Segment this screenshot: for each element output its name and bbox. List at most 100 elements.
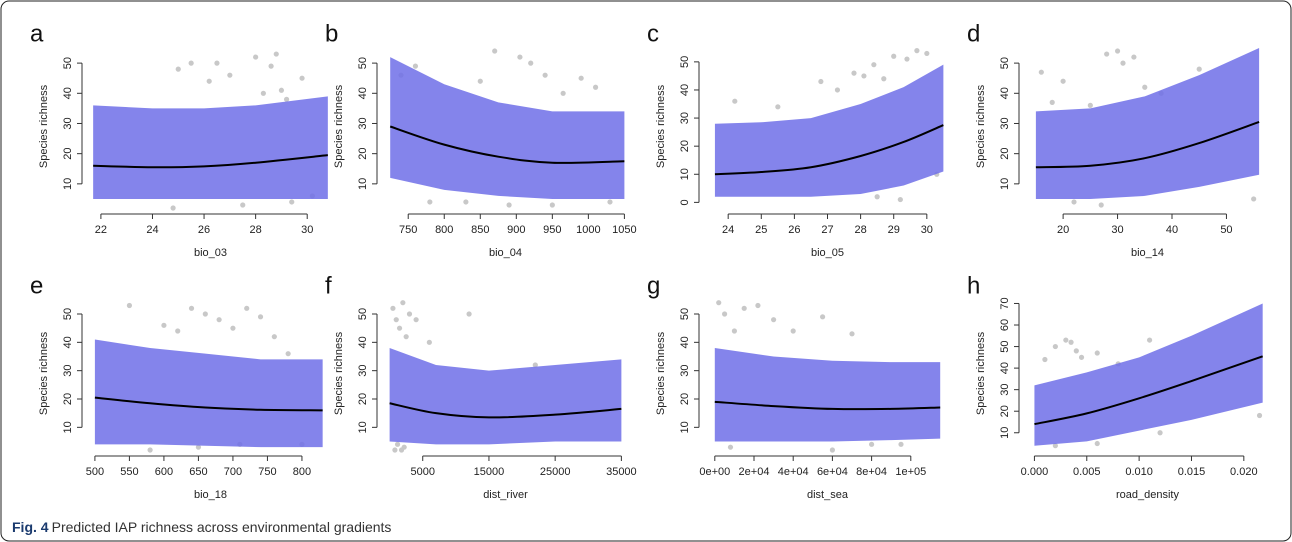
point bbox=[755, 302, 761, 309]
x-axis-label: bio_05 bbox=[811, 247, 844, 259]
fit-line bbox=[389, 402, 622, 419]
y-tick-label: 50 bbox=[679, 56, 691, 68]
point bbox=[188, 60, 194, 66]
y-tick-label: 20 bbox=[62, 148, 74, 160]
y-tick-label: 30 bbox=[999, 117, 1011, 129]
point bbox=[396, 325, 403, 331]
panel: g 10 20 30 40 50 Species richness 0e+00 2e+04 4e+… bbox=[647, 272, 941, 501]
point bbox=[188, 305, 195, 311]
x-tick-label: 8e+04 bbox=[856, 466, 887, 478]
fit-line bbox=[93, 154, 328, 169]
fit-line bbox=[714, 400, 941, 411]
point bbox=[403, 334, 409, 340]
y-tick-label: 50 bbox=[62, 57, 74, 69]
point bbox=[1131, 54, 1137, 60]
x-tick-label: 29 bbox=[888, 224, 900, 236]
caption-label: Fig. 4 bbox=[12, 519, 49, 535]
point bbox=[1042, 356, 1048, 363]
x-tick-label: 50 bbox=[1220, 224, 1232, 236]
point bbox=[898, 441, 904, 447]
point bbox=[278, 87, 285, 93]
panel: b 10 20 30 40 50 Species richness 750 800 850 900 9… bbox=[325, 20, 637, 259]
y-tick-label: 50 bbox=[679, 308, 691, 320]
point bbox=[1146, 337, 1153, 343]
y-tick-label: 40 bbox=[679, 336, 691, 348]
confidence-band bbox=[1034, 303, 1263, 446]
point bbox=[289, 199, 295, 205]
x-tick-label: 0e+00 bbox=[699, 466, 730, 478]
y-tick-label: 20 bbox=[357, 148, 369, 160]
point bbox=[244, 305, 250, 311]
x-tick-label: 950 bbox=[543, 224, 561, 236]
point bbox=[771, 317, 777, 323]
point bbox=[1052, 343, 1058, 350]
x-axis-label: bio_04 bbox=[489, 247, 522, 259]
point bbox=[820, 314, 826, 320]
y-tick-label: 20 bbox=[999, 148, 1011, 160]
y-tick-label: 30 bbox=[357, 117, 369, 129]
y-tick-label: 10 bbox=[357, 421, 369, 433]
fit-line bbox=[714, 124, 944, 176]
point bbox=[1094, 350, 1100, 356]
point bbox=[240, 202, 246, 208]
point bbox=[592, 84, 599, 90]
panel-letter: d bbox=[967, 20, 980, 47]
point bbox=[849, 331, 855, 337]
point bbox=[517, 54, 523, 60]
y-tick-label: 20 bbox=[357, 393, 369, 405]
panel: a 10 20 30 40 50 Species richness 22 24 26 28 30 bio… bbox=[30, 20, 328, 259]
y-tick-label: 40 bbox=[62, 87, 74, 99]
point bbox=[1196, 66, 1202, 72]
fit-line bbox=[389, 125, 625, 164]
y-tick-label: 30 bbox=[999, 384, 1011, 396]
point bbox=[1104, 51, 1110, 57]
y-tick-label: 0 bbox=[679, 199, 691, 205]
point bbox=[851, 70, 857, 76]
y-tick-label: 20 bbox=[679, 393, 691, 405]
point bbox=[260, 90, 266, 96]
x-tick-label: 2e+04 bbox=[739, 466, 770, 478]
point bbox=[268, 63, 274, 69]
panel: h 10 20 30 40 50 60 70 Species richness 0.000 0.00… bbox=[967, 272, 1263, 501]
x-tick-label: 40 bbox=[1166, 224, 1178, 236]
point bbox=[1094, 440, 1100, 447]
y-tick-label: 10 bbox=[357, 178, 369, 190]
x-tick-label: 0.015 bbox=[1178, 466, 1206, 478]
y-axis-label: Species richness bbox=[333, 331, 345, 415]
y-tick-label: 10 bbox=[999, 427, 1011, 439]
point bbox=[607, 199, 613, 205]
x-axis-label: bio_03 bbox=[194, 247, 227, 259]
point bbox=[1049, 99, 1055, 105]
y-tick-label: 40 bbox=[679, 84, 691, 96]
x-tick-label: 20 bbox=[1057, 224, 1069, 236]
y-axis-label: Species richness bbox=[655, 84, 667, 168]
y-tick-label: 10 bbox=[62, 178, 74, 190]
x-tick-label: 700 bbox=[224, 466, 242, 478]
x-tick-label: 850 bbox=[471, 224, 489, 236]
point bbox=[732, 98, 738, 104]
point bbox=[834, 87, 841, 93]
panel-letter: b bbox=[325, 20, 338, 47]
point bbox=[1063, 337, 1069, 343]
caption: Fig. 4 Predicted IAP richness across env… bbox=[12, 519, 391, 535]
point bbox=[427, 199, 433, 205]
x-tick-label: 800 bbox=[293, 466, 311, 478]
x-tick-label: 30 bbox=[921, 224, 933, 236]
panel: d 10 20 30 40 50 Species richness 20 30 40 50 bio_1… bbox=[967, 20, 1260, 259]
y-axis-label: Species richness bbox=[655, 331, 667, 415]
confidence-band bbox=[94, 339, 323, 448]
confidence-band bbox=[1035, 48, 1260, 199]
point bbox=[1078, 354, 1085, 360]
x-tick-label: 30 bbox=[301, 224, 313, 236]
point bbox=[1071, 199, 1077, 205]
point bbox=[299, 75, 305, 81]
point bbox=[578, 75, 584, 81]
y-axis-label: Species richness bbox=[38, 331, 50, 415]
point bbox=[257, 314, 264, 320]
y-tick-label: 30 bbox=[679, 365, 691, 377]
x-tick-label: 1050 bbox=[612, 224, 636, 236]
x-axis-label: road_density bbox=[1116, 489, 1179, 501]
x-tick-label: 22 bbox=[95, 224, 107, 236]
y-tick-label: 70 bbox=[999, 297, 1011, 309]
